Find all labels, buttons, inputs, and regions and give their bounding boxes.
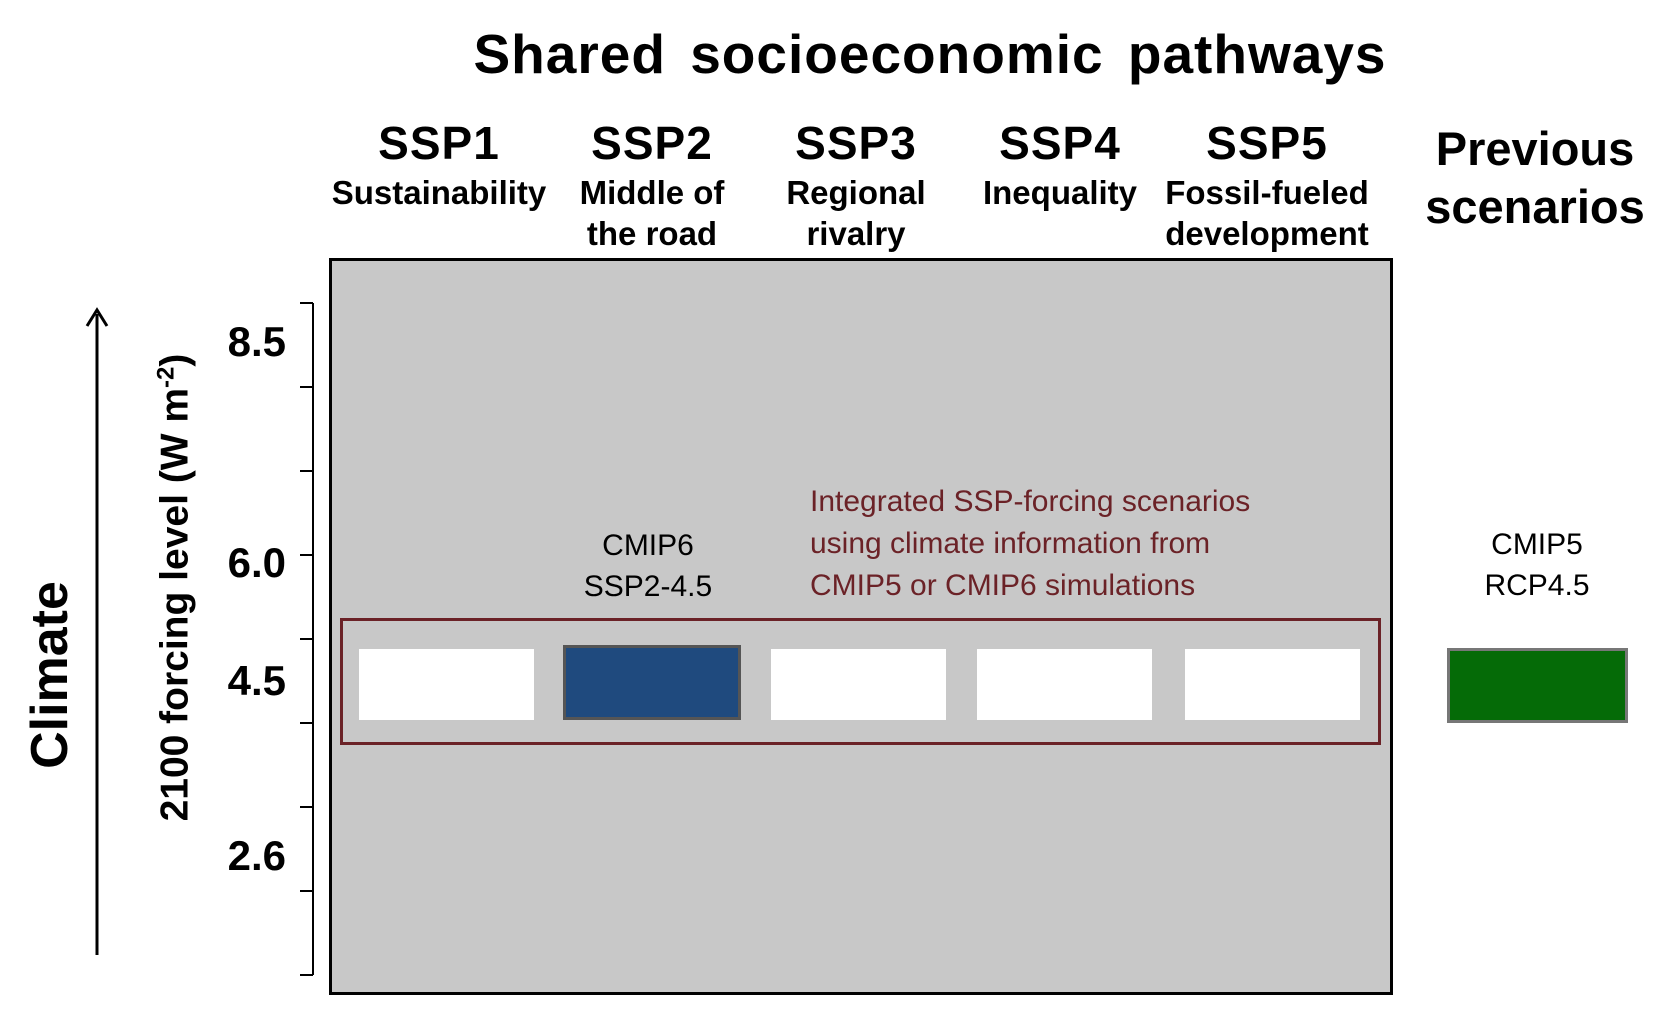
integrated-forcing-band: [340, 618, 1381, 745]
ssp2-code: SSP2: [591, 117, 713, 169]
ssp5-desc-line2: development: [1165, 215, 1369, 252]
ssp4-header: SSP4 Inequality: [950, 118, 1170, 213]
scenario-matrix-panel: [329, 258, 1393, 995]
previous-header-line2: scenarios: [1425, 180, 1645, 233]
ssp2-desc: Middle of the road: [542, 172, 762, 254]
previous-header-line1: Previous: [1435, 122, 1635, 175]
rcp4-5-cell-highlighted: [1447, 648, 1628, 723]
integrated-scenarios-annotation: Integrated SSP-forcing scenarios using c…: [810, 481, 1370, 607]
tick-label-2-6: 2.6: [227, 832, 286, 879]
y-axis-ticks: [300, 302, 313, 976]
tick-label-6-0: 6.0: [227, 539, 286, 586]
cmip6-label-line2: SSP2-4.5: [583, 570, 713, 603]
cmip5-rcp4-5-label: CMIP5 RCP4.5: [1437, 524, 1637, 606]
ssp5-desc-line1: Fossil-fueled: [1165, 174, 1369, 211]
ssp2-4-5-cell-highlighted: [563, 645, 741, 720]
ssp2-header: SSP2 Middle of the road: [542, 118, 762, 254]
ssp4-desc: Inequality: [982, 174, 1138, 211]
ssp5-header: SSP5 Fossil-fueled development: [1157, 118, 1377, 254]
ssp3-desc: Regional rivalry: [746, 172, 966, 254]
ssp2-desc-line1: Middle of: [579, 174, 725, 211]
ssp3-desc-line2: rivalry: [806, 215, 906, 252]
climate-arrow-head: [85, 307, 109, 327]
tick-label-4-5: 4.5: [227, 657, 286, 704]
ssp1-code: SSP1: [378, 117, 500, 169]
ssp4-code: SSP4: [999, 117, 1121, 169]
previous-scenarios-header: Previous scenarios: [1405, 120, 1665, 236]
tick-label-8-5: 8.5: [227, 318, 286, 365]
ssp4-4-5-cell: [977, 649, 1152, 720]
diagram-title: Shared socioeconomic pathways: [473, 23, 1387, 85]
ssp1-desc: Sustainability: [331, 174, 547, 211]
cmip5-label-line2: RCP4.5: [1484, 569, 1590, 602]
ssp3-code: SSP3: [795, 117, 917, 169]
annotation-line3: CMIP5 or CMIP6 simulations: [810, 569, 1196, 602]
ssp1-4-5-cell: [359, 649, 534, 720]
ssp3-desc-line1: Regional: [786, 174, 926, 211]
ssp3-header: SSP3 Regional rivalry: [746, 118, 966, 254]
cmip6-ssp2-4-5-label: CMIP6 SSP2-4.5: [548, 525, 748, 607]
annotation-line2: using climate information from: [810, 527, 1211, 560]
ssp5-4-5-cell: [1185, 649, 1360, 720]
annotation-line1: Integrated SSP-forcing scenarios: [810, 485, 1251, 518]
ssp3-4-5-cell: [771, 649, 946, 720]
cmip6-label-line1: CMIP6: [602, 529, 694, 562]
ssp5-desc: Fossil-fueled development: [1157, 172, 1377, 254]
ssp5-code: SSP5: [1206, 117, 1328, 169]
cmip5-label-line1: CMIP5: [1491, 528, 1583, 561]
ssp2-desc-line2: the road: [586, 215, 718, 252]
ssp1-header: SSP1 Sustainability: [329, 118, 549, 213]
